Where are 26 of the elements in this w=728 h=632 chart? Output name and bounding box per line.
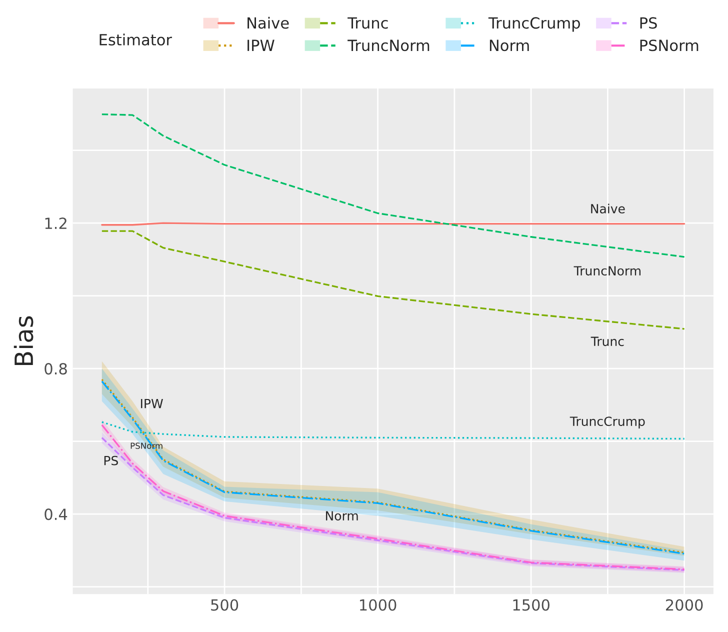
- x-tick-label: 2000: [666, 599, 703, 611]
- annotation: IPW: [141, 399, 163, 408]
- annotation: Trunc: [590, 336, 624, 346]
- legend-label: IPW: [248, 40, 274, 51]
- legend-label: PSNorm: [640, 40, 698, 52]
- legend-label: TruncNorm: [348, 40, 430, 52]
- line-series: [101, 230, 686, 330]
- annotation: TruncNorm: [574, 266, 640, 276]
- y-tick-label: 1.2: [45, 218, 66, 229]
- y-tick-label: 0.8: [44, 363, 67, 375]
- annotation: TruncCrump: [570, 416, 645, 428]
- annotation: Norm: [326, 511, 358, 520]
- legend-label: Trunc: [348, 17, 388, 29]
- y-tick-label: 0.4: [44, 508, 68, 520]
- x-tick-label: 1500: [513, 599, 550, 611]
- legend-label: TruncCrump: [488, 17, 580, 32]
- x-tick-label: 1000: [360, 599, 396, 611]
- legend-label: Naive: [248, 16, 289, 29]
- line-series: [101, 113, 686, 258]
- y-axis-title: Bias: [14, 316, 34, 366]
- x-tick-label: 500: [211, 599, 238, 611]
- annotation: Naive: [591, 204, 625, 214]
- legend-label: Norm: [490, 40, 529, 52]
- annotation: PS: [104, 456, 118, 466]
- legend-label: PS: [640, 17, 657, 29]
- legend-title: Estimator: [100, 34, 172, 46]
